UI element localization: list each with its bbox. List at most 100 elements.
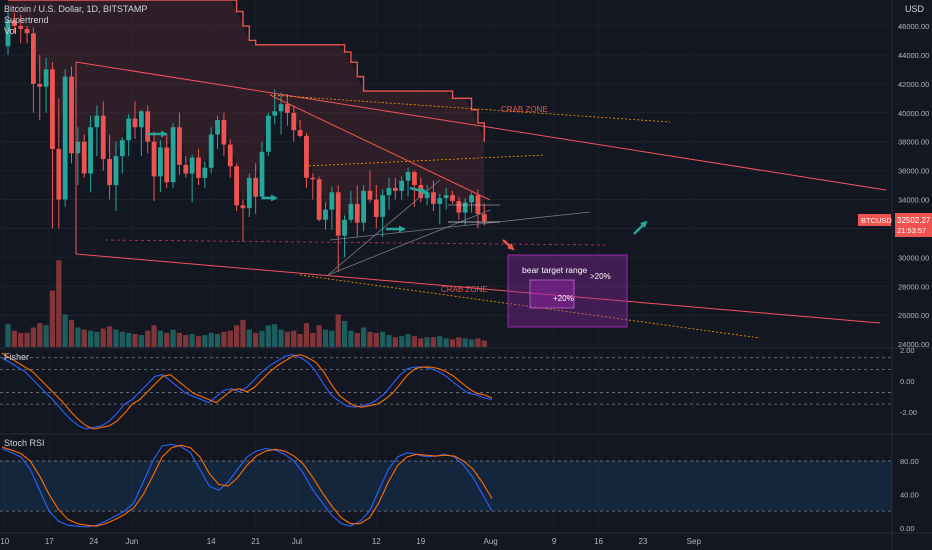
candle[interactable] [215, 115, 220, 149]
candle[interactable] [221, 112, 227, 157]
candle[interactable] [138, 109, 144, 157]
candle[interactable] [348, 190, 354, 223]
volume-bar [157, 330, 163, 347]
candle[interactable] [202, 161, 208, 188]
candle[interactable] [291, 105, 297, 142]
candle[interactable] [50, 62, 55, 229]
price-tag [895, 213, 932, 237]
price-axis[interactable]: 46000.00 44000.00 42000.00 40000.00 38000.00… [898, 22, 929, 533]
candle[interactable] [373, 185, 379, 229]
candle[interactable] [75, 127, 81, 186]
stoch-rsi-pane [0, 443, 892, 528]
candle[interactable] [189, 154, 195, 203]
volume-bar [437, 336, 443, 347]
candle[interactable] [297, 120, 303, 138]
candle[interactable] [399, 176, 405, 200]
candle[interactable] [56, 98, 62, 229]
volume-bar [183, 335, 189, 347]
candle[interactable] [126, 114, 132, 157]
candle[interactable] [151, 131, 157, 201]
candle[interactable] [62, 69, 68, 207]
candle[interactable] [259, 141, 265, 200]
candle[interactable] [304, 133, 309, 188]
candle[interactable] [88, 115, 93, 193]
candle[interactable] [31, 27, 36, 113]
indicator-volume[interactable]: Vol [4, 26, 17, 36]
candle[interactable] [278, 92, 284, 135]
candle[interactable] [450, 190, 455, 204]
candle[interactable] [177, 112, 182, 175]
volume-bar [418, 338, 424, 347]
candle[interactable] [94, 105, 100, 157]
candle[interactable] [43, 57, 49, 113]
candle[interactable] [227, 138, 233, 178]
candle[interactable] [424, 185, 430, 206]
candle[interactable] [5, 11, 11, 55]
candle[interactable] [164, 134, 170, 188]
candle[interactable] [265, 112, 271, 157]
candle[interactable] [208, 127, 214, 174]
candle[interactable] [107, 134, 112, 200]
fisher-label[interactable]: Fisher [4, 352, 30, 362]
candle[interactable] [310, 173, 316, 200]
candle[interactable] [437, 193, 443, 225]
candle[interactable] [234, 163, 239, 212]
candle[interactable] [469, 192, 474, 213]
candle[interactable] [335, 185, 341, 272]
candle[interactable] [11, 13, 17, 34]
candle[interactable] [367, 170, 373, 203]
lower-trendline [75, 253, 881, 324]
time-axis[interactable]: 10 17 24 Jun 14 21 Jul 12 19 Aug 9 16 23 Sep [0, 537, 701, 546]
candle[interactable] [462, 198, 468, 226]
wedge-upper [269, 94, 491, 201]
candle[interactable] [405, 167, 411, 197]
volume-bar [164, 332, 170, 347]
volume-bar [56, 260, 62, 347]
candle[interactable] [37, 54, 43, 121]
candle[interactable] [316, 176, 322, 222]
volume-bar [456, 337, 462, 347]
stoch-rsi-label[interactable]: Stoch RSI [4, 438, 45, 448]
candle[interactable] [253, 163, 259, 214]
candle[interactable] [354, 185, 360, 238]
candle[interactable] [386, 177, 392, 210]
candle[interactable] [158, 140, 163, 193]
price-tick-label: 46000.00 [898, 22, 929, 31]
volume-bar [392, 337, 398, 347]
candle[interactable] [69, 66, 74, 164]
time-tick-label: 12 [372, 537, 381, 546]
candle[interactable] [342, 215, 347, 258]
candle[interactable] [18, 14, 24, 44]
volume-bar [303, 323, 310, 347]
candle[interactable] [323, 202, 328, 230]
volume-bar [100, 328, 106, 347]
volume-bar [329, 330, 335, 347]
symbol-title[interactable]: Bitcoin / U.S. Dollar, 1D, BITSTAMP [4, 4, 148, 14]
candle[interactable] [145, 105, 151, 154]
candle[interactable] [361, 185, 366, 232]
candle[interactable] [113, 141, 119, 212]
candle[interactable] [183, 156, 189, 178]
volume-bar [234, 325, 240, 347]
price-tick-label: 38000.00 [898, 138, 929, 147]
candle[interactable] [443, 187, 449, 210]
candle[interactable] [100, 101, 106, 171]
support-dashed-line [104, 239, 606, 246]
candle[interactable] [24, 26, 30, 44]
volume-bar [151, 325, 157, 347]
candle[interactable] [132, 101, 138, 139]
indicator-supertrend[interactable]: Supertrend [4, 15, 49, 25]
candle[interactable] [119, 137, 125, 174]
candles[interactable] [5, 11, 487, 272]
candle[interactable] [285, 93, 290, 126]
candle[interactable] [329, 186, 335, 230]
candle[interactable] [196, 148, 201, 186]
candle[interactable] [246, 173, 252, 217]
candle[interactable] [81, 134, 87, 178]
candle[interactable] [170, 122, 176, 188]
candle[interactable] [392, 177, 398, 200]
volume-bar [462, 338, 468, 347]
candle[interactable] [456, 196, 462, 220]
candle[interactable] [240, 199, 246, 242]
